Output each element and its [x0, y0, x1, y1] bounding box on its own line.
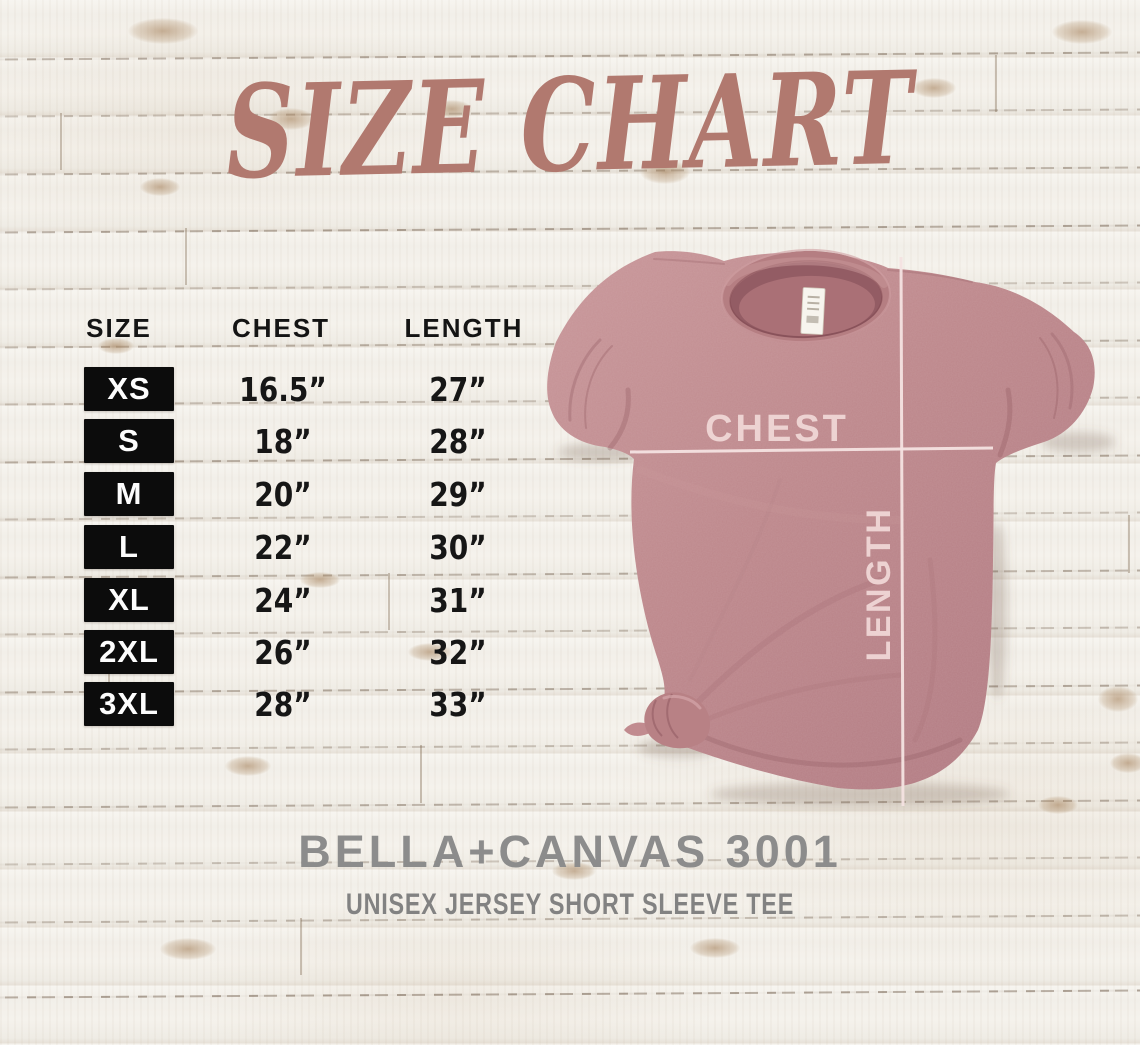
wood-knot: [1038, 796, 1078, 814]
wood-knot: [1098, 686, 1138, 712]
plank-joint: [300, 918, 302, 975]
size-badge: L: [84, 525, 174, 569]
chest-value: 20”: [254, 475, 312, 514]
wood-knot: [140, 178, 180, 196]
plank-joint: [995, 55, 997, 112]
wood-knot: [225, 756, 271, 776]
length-value: 33”: [429, 685, 487, 724]
chest-value: 22”: [254, 528, 312, 567]
size-badge: XL: [84, 578, 174, 622]
plank-joint: [60, 113, 62, 170]
size-badge: 2XL: [84, 630, 174, 674]
length-value: 28”: [429, 422, 487, 461]
wood-knot: [912, 78, 956, 98]
length-value: 32”: [429, 633, 487, 672]
length-value: 27”: [429, 370, 487, 409]
size-badge: S: [84, 419, 174, 463]
plank-joint: [388, 573, 390, 630]
chest-line: [629, 446, 994, 454]
chest-value: 26”: [254, 633, 312, 672]
measurement-overlay: CHEST LENGTH: [629, 256, 994, 807]
wood-knot: [160, 938, 216, 960]
chest-label: CHEST: [705, 408, 849, 450]
wood-knot: [1110, 753, 1140, 773]
column-header-chest: CHEST: [231, 313, 331, 343]
length-label: LENGTH: [860, 507, 898, 662]
chest-value: 18”: [254, 422, 312, 461]
column-header-length: LENGTH: [404, 313, 524, 343]
chest-value: 28”: [254, 685, 312, 724]
hem-knot: [624, 692, 711, 749]
wood-knot: [1052, 20, 1112, 44]
product-subtitle: UNISEX JERSEY SHORT SLEEVE TEE: [345, 888, 795, 921]
wood-knot: [690, 938, 740, 958]
length-value: 29”: [429, 475, 487, 514]
wood-knot: [268, 108, 314, 130]
wood-knot: [408, 643, 452, 661]
length-value: 30”: [429, 528, 487, 567]
brand-tag: [800, 287, 826, 335]
size-badge: 3XL: [84, 682, 174, 726]
wood-knot: [98, 338, 134, 354]
wood-knot: [300, 572, 340, 588]
size-badge: XS: [84, 367, 174, 411]
wood-knot: [552, 862, 596, 880]
length-line: [899, 256, 905, 807]
brand-name: BELLA+CANVAS 3001: [298, 826, 842, 877]
wood-knot: [640, 160, 690, 184]
wood-knot: [128, 18, 198, 44]
plank-joint: [420, 745, 422, 803]
wood-knot: [432, 100, 472, 118]
fabric-folds: [568, 258, 1074, 768]
length-value: 31”: [429, 581, 487, 620]
chest-value: 24”: [254, 581, 312, 620]
plank-joint: [185, 228, 187, 285]
chest-value: 16.5”: [239, 370, 327, 409]
plank-joint: [1128, 515, 1130, 573]
column-header-size: SIZE: [86, 313, 152, 343]
size-badge: M: [84, 472, 174, 516]
